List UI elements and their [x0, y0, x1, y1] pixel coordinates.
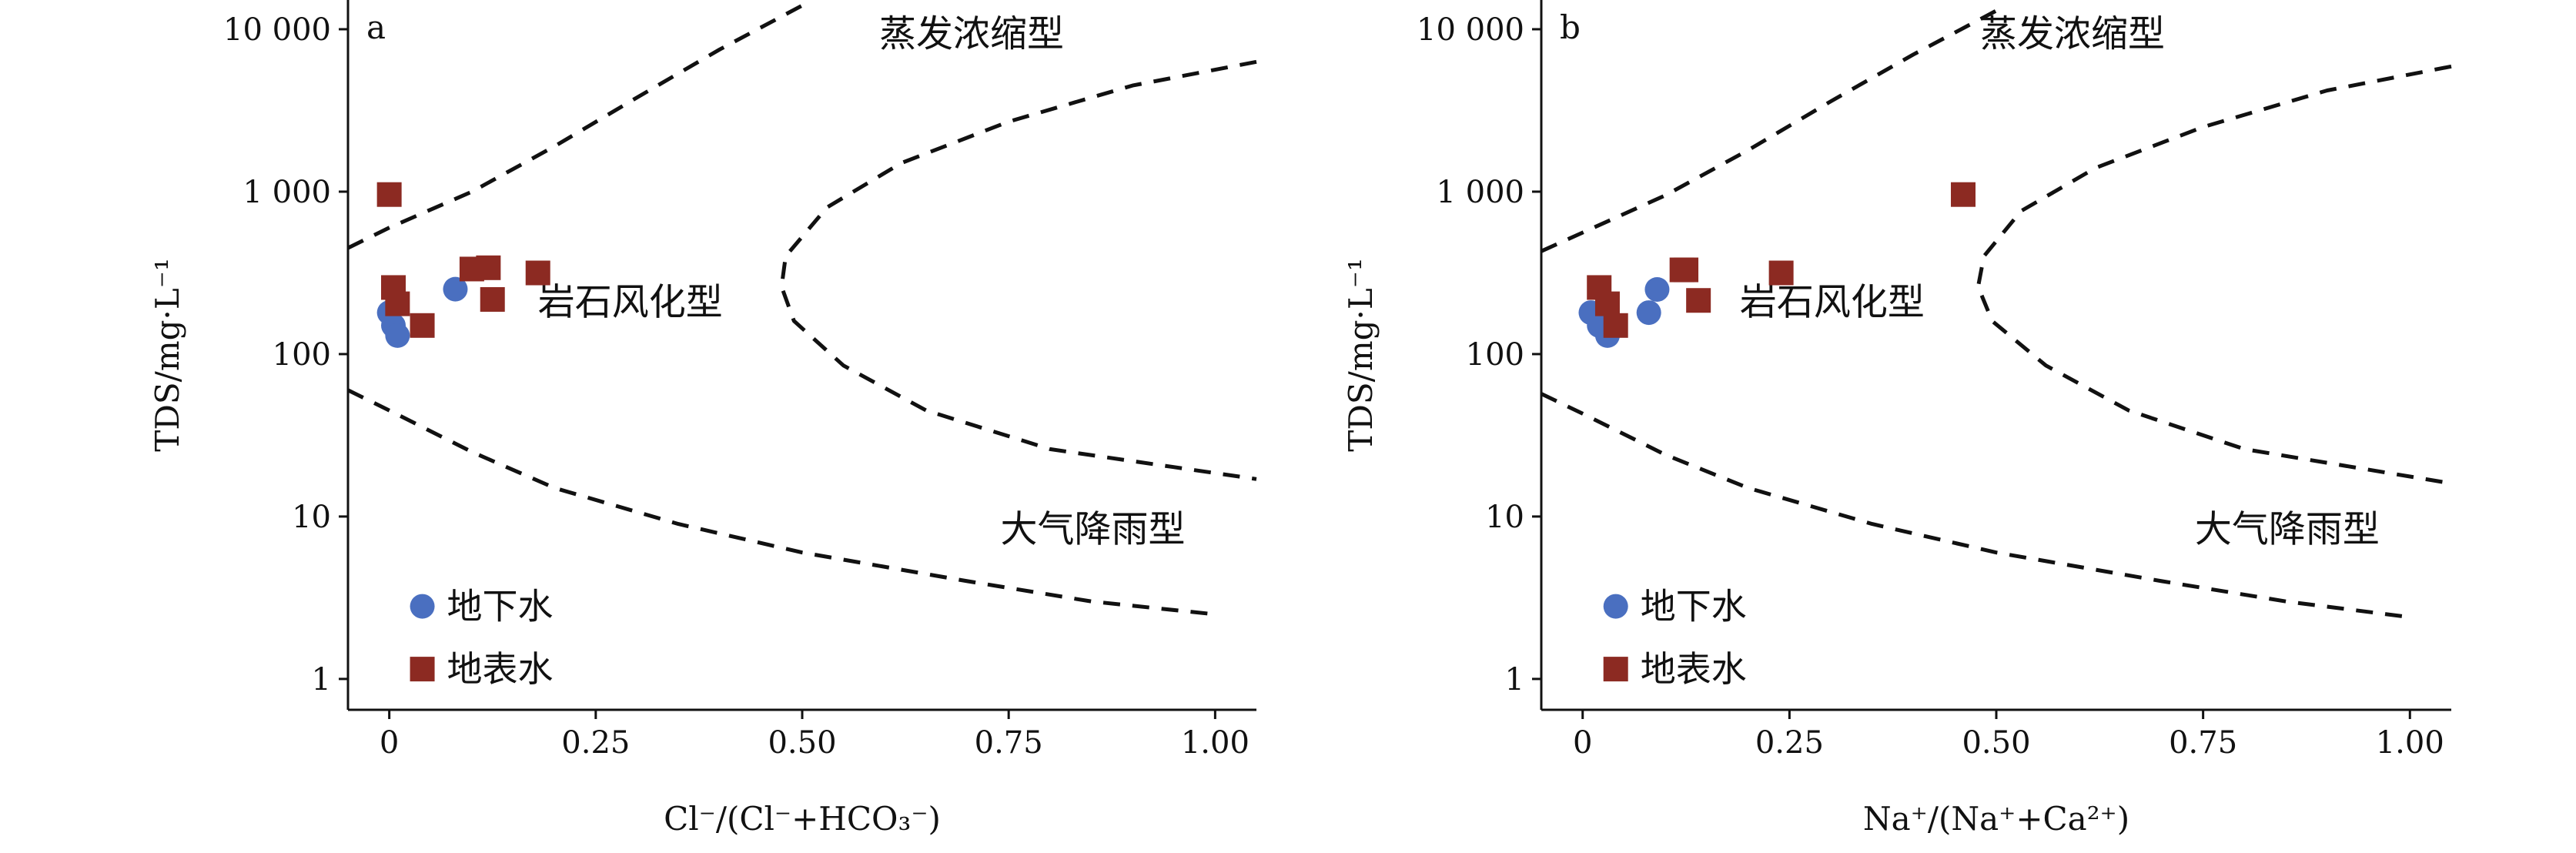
x-axis-label: Cl⁻/(Cl⁻+HCO₃⁻): [664, 800, 941, 838]
legend-surface-water-marker: [410, 657, 435, 682]
boundary-curve: [346, 388, 1216, 617]
region-label-evaporation: 蒸发浓缩型: [1980, 12, 2165, 55]
surface-water-point: [525, 260, 550, 286]
surface-water-point: [1686, 288, 1711, 313]
legend-surface-water-label: 地表水: [1641, 648, 1747, 690]
right-mask: [2453, 0, 2545, 710]
x-tick-label: 1.00: [1181, 725, 1250, 761]
y-tick-label: 10: [292, 500, 331, 535]
panel-label: b: [1560, 8, 1581, 46]
x-tick-label: 0.75: [975, 725, 1043, 761]
x-tick-label: 0.75: [2169, 725, 2237, 761]
legend-groundwater-marker: [410, 594, 435, 619]
boundary-curve: [1540, 8, 1998, 253]
boundary-curve: [346, 3, 804, 250]
region-label-precipitation: 大气降雨型: [1000, 508, 1185, 551]
panel-label: a: [366, 8, 386, 46]
groundwater-point: [385, 323, 410, 348]
surface-water-point: [480, 286, 505, 312]
legend-surface-water-label: 地表水: [447, 648, 554, 690]
legend-groundwater-label: 地下水: [1641, 586, 1747, 627]
y-tick-label: 1: [1505, 662, 1524, 697]
x-tick-label: 0.25: [1755, 725, 1824, 761]
y-tick-label: 1 000: [1436, 175, 1524, 210]
right-mask: [1258, 0, 1350, 710]
groundwater-point: [443, 276, 468, 302]
x-tick-label: 0: [380, 725, 399, 761]
y-tick-label: 1: [312, 662, 331, 697]
boundary-curve: [779, 59, 1257, 481]
y-tick-label: 1 000: [243, 175, 331, 210]
x-tick-label: 0.50: [1962, 725, 2030, 761]
y-tick-label: 100: [1466, 337, 1524, 373]
boundary-curve: [1975, 64, 2452, 486]
y-axis-label: TDS/mg·L⁻¹: [149, 258, 186, 452]
surface-water-point: [1951, 182, 1976, 207]
surface-water-point: [376, 182, 402, 207]
x-axis-label: Na⁺/(Na⁺+Ca²⁺): [1863, 800, 2129, 838]
y-axis-label: TDS/mg·L⁻¹: [1342, 258, 1380, 452]
region-label-rock: 岩石风化型: [1740, 281, 1925, 324]
region-label-rock: 岩石风化型: [538, 281, 723, 324]
legend-groundwater-marker: [1603, 594, 1628, 619]
groundwater-point: [1644, 276, 1670, 302]
x-tick-label: 0.50: [768, 725, 836, 761]
x-tick-label: 0.25: [561, 725, 630, 761]
region-label-evaporation: 蒸发浓缩型: [879, 12, 1064, 55]
groundwater-point: [1636, 300, 1661, 326]
y-tick-label: 10 000: [223, 12, 331, 48]
surface-water-point: [1768, 260, 1794, 286]
surface-water-point: [1594, 291, 1620, 316]
y-tick-label: 10 000: [1417, 12, 1524, 48]
surface-water-point: [410, 313, 435, 338]
surface-water-point: [1674, 257, 1699, 283]
surface-water-point: [476, 255, 501, 280]
x-tick-label: 1.00: [2376, 725, 2444, 761]
legend-surface-water-marker: [1603, 657, 1628, 682]
panel-b: 0 0.25 0.50 0.75 1.00 1 10 100 1 000 10 000 Na⁺/(N…: [1342, 0, 2545, 838]
surface-water-point: [1603, 313, 1628, 338]
y-tick-label: 10: [1485, 500, 1524, 535]
legend-groundwater-label: 地下水: [447, 586, 554, 627]
x-tick-label: 0: [1573, 725, 1592, 761]
boundary-curve: [1540, 392, 2410, 620]
y-tick-label: 100: [273, 337, 331, 373]
surface-water-point: [385, 291, 410, 316]
panel-a: 0 0.25 0.50 0.75 1.00 1 10 100 1 000 10 000 Cl⁻/(C…: [149, 0, 1350, 838]
region-label-precipitation: 大气降雨型: [2195, 508, 2380, 551]
